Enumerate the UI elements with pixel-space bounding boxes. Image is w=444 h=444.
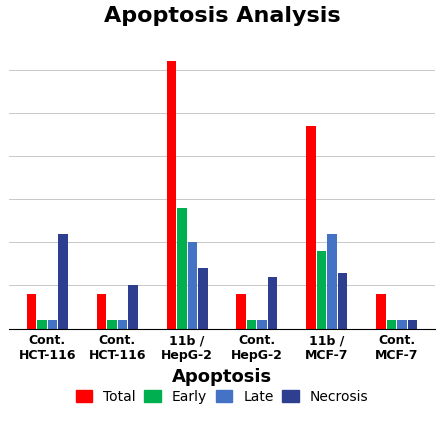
- Bar: [198, 268, 207, 329]
- Bar: [48, 320, 57, 329]
- Bar: [338, 273, 347, 329]
- Bar: [317, 251, 326, 329]
- Bar: [107, 320, 117, 329]
- Bar: [118, 320, 127, 329]
- Bar: [37, 320, 47, 329]
- Bar: [258, 320, 267, 329]
- Bar: [408, 320, 417, 329]
- Bar: [27, 294, 36, 329]
- Title: Apoptosis Analysis: Apoptosis Analysis: [104, 6, 340, 26]
- Bar: [166, 61, 176, 329]
- Bar: [177, 208, 186, 329]
- Bar: [306, 126, 316, 329]
- Bar: [327, 234, 337, 329]
- Bar: [237, 294, 246, 329]
- Bar: [247, 320, 257, 329]
- Bar: [376, 294, 386, 329]
- X-axis label: Apoptosis: Apoptosis: [172, 368, 272, 386]
- Bar: [58, 234, 68, 329]
- Bar: [397, 320, 407, 329]
- Bar: [268, 277, 278, 329]
- Legend: Total, Early, Late, Necrosis: Total, Early, Late, Necrosis: [70, 385, 374, 409]
- Bar: [187, 242, 197, 329]
- Bar: [97, 294, 106, 329]
- Bar: [387, 320, 396, 329]
- Bar: [128, 285, 138, 329]
